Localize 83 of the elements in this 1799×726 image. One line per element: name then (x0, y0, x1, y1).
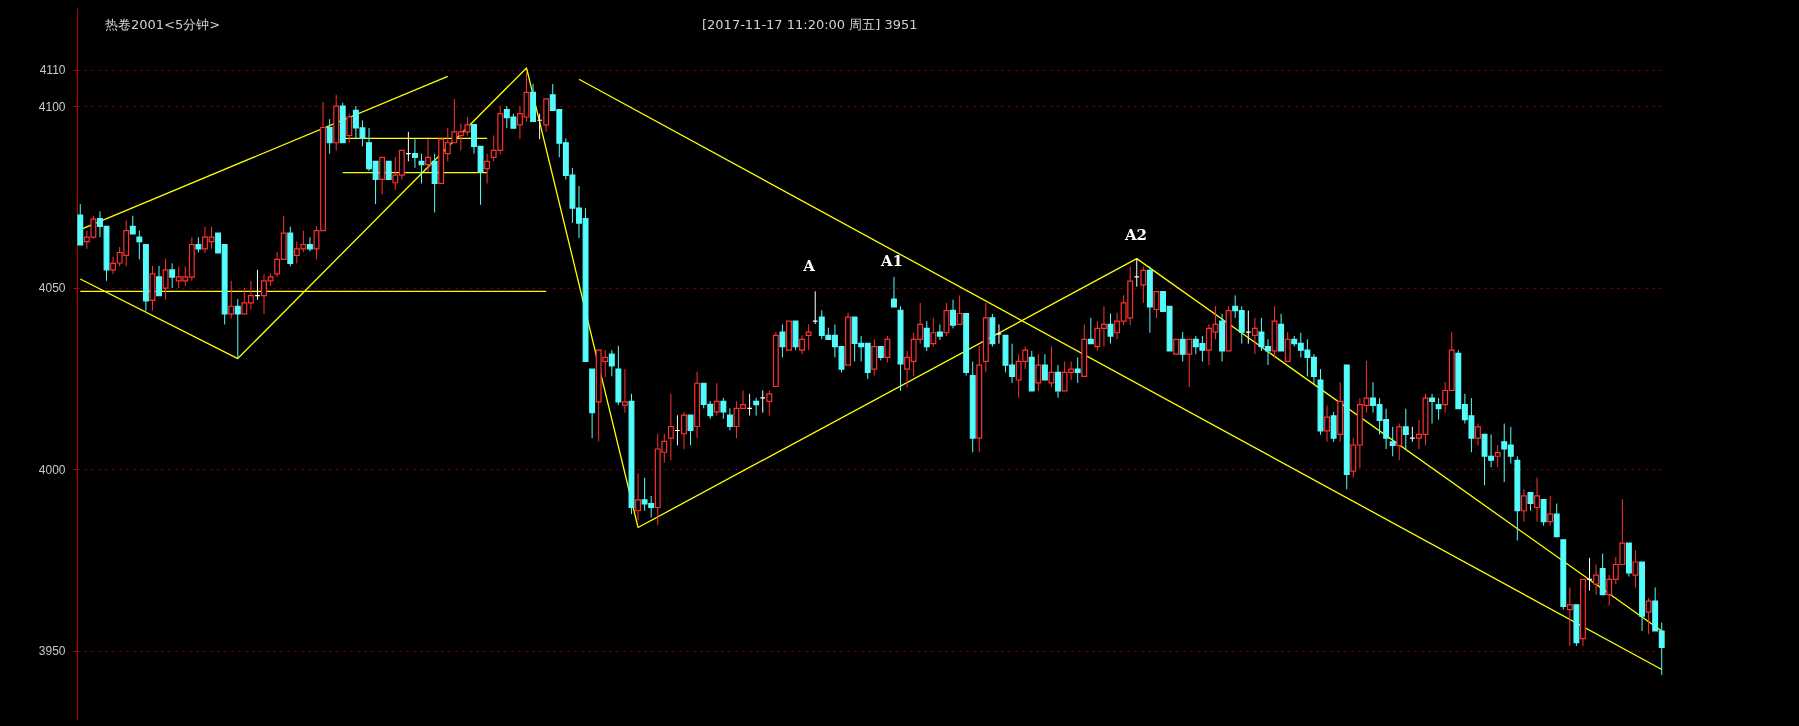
candlestick (1251, 317, 1258, 355)
candlestick (726, 407, 733, 431)
candlestick (1389, 426, 1396, 457)
candlestick (1284, 331, 1291, 363)
candlestick (425, 138, 432, 173)
candlestick (418, 153, 425, 184)
candlestick (385, 160, 392, 181)
candlestick (484, 153, 491, 184)
candlestick (1048, 346, 1055, 388)
candlestick (1435, 397, 1442, 421)
candlestick (635, 472, 642, 522)
candlestick (1179, 331, 1186, 362)
candlestick (1475, 423, 1481, 446)
candlestick (943, 302, 950, 337)
candlestick (411, 138, 418, 169)
candlestick (950, 299, 956, 329)
candlestick (930, 317, 937, 348)
candlestick (1429, 393, 1436, 425)
candlestick (1245, 310, 1252, 345)
y-tick-label: 4100 (38, 99, 66, 114)
candlestick (1540, 498, 1547, 527)
candlestick (129, 215, 136, 235)
candlestick (1087, 317, 1094, 345)
candlestick (1107, 313, 1114, 345)
candlestick (1041, 353, 1048, 381)
candlestick (720, 397, 727, 420)
candlestick (871, 338, 878, 377)
candlestick (306, 236, 313, 252)
candlestick (136, 230, 143, 260)
candlestick (1520, 488, 1527, 523)
candlestick (891, 276, 897, 308)
candlestick (1074, 356, 1081, 384)
annotation: A1 (879, 252, 904, 270)
candlestick (1055, 364, 1061, 399)
candlestick (234, 298, 241, 360)
candlestick (766, 390, 773, 417)
candlestick (1553, 502, 1560, 538)
candlestick (687, 414, 694, 446)
y-tick-label: 4110 (39, 63, 66, 78)
candlestick (169, 262, 176, 289)
candlestick (346, 113, 353, 144)
candlestick (1645, 597, 1652, 635)
text: 热卷2001<5分钟> (105, 17, 221, 32)
candlestick (1035, 353, 1042, 392)
candlestick (1140, 266, 1147, 304)
candlestick (812, 290, 819, 325)
candlestick (431, 153, 438, 214)
candlestick (379, 156, 386, 195)
candlestick (1547, 495, 1554, 527)
candlestick (156, 265, 162, 297)
annotation: A2 (1123, 226, 1148, 244)
candlestick (1330, 411, 1337, 443)
candlestick (667, 393, 674, 461)
y-tick-label: 3950 (38, 644, 66, 659)
candlestick (1593, 564, 1600, 596)
candlestick (162, 258, 169, 301)
candlestick (1494, 444, 1501, 468)
candlestick (1402, 408, 1409, 450)
candlestick (779, 323, 786, 358)
candlestick (1396, 423, 1403, 461)
candlestick (1153, 291, 1160, 319)
annotation: A (802, 257, 816, 275)
candlestick (923, 320, 930, 352)
candlestick (936, 323, 943, 341)
candlestick (1534, 477, 1540, 523)
candlestick (799, 334, 806, 355)
candlestick (621, 368, 628, 414)
candlestick (1632, 549, 1639, 588)
candlestick (1527, 492, 1534, 512)
candlestick (713, 382, 720, 417)
text: [2017-11-17 11:20:00 周五] 3951 (702, 17, 918, 32)
y-tick-label: 4000 (38, 462, 66, 477)
candlestick (1186, 338, 1193, 388)
y-tick-label: 4050 (38, 281, 66, 296)
candlestick (805, 323, 812, 351)
candlestick (1324, 404, 1331, 443)
candlestick (326, 118, 333, 155)
candlestick (681, 411, 687, 450)
candlestick (228, 280, 235, 320)
candlestick (956, 294, 963, 326)
candlestick (1566, 586, 1573, 647)
candlestick (608, 349, 615, 377)
candlestick (884, 335, 891, 364)
